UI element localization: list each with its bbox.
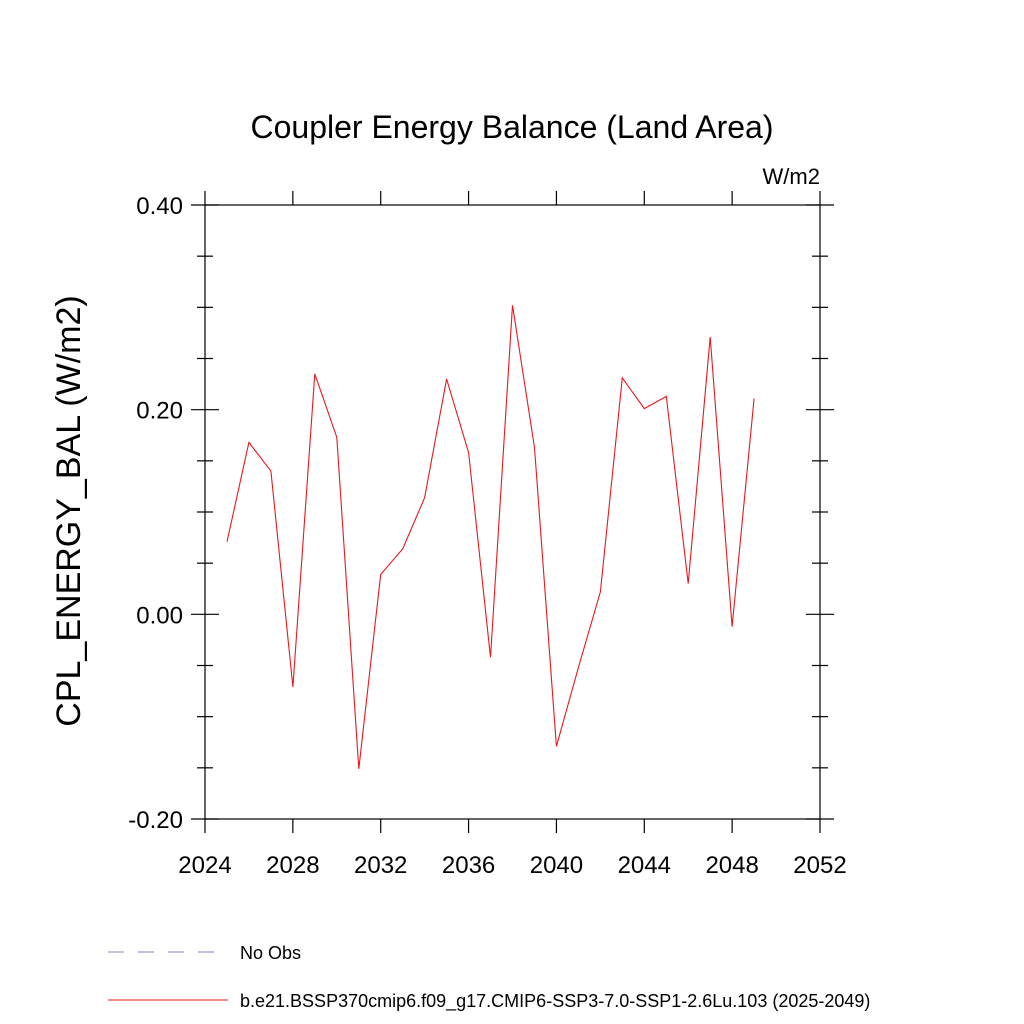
- chart-title: Coupler Energy Balance (Land Area): [251, 109, 774, 145]
- axis-ticks: [191, 191, 834, 833]
- x-tick-label: 2052: [793, 852, 846, 879]
- x-tick-label: 2044: [618, 852, 671, 879]
- x-tick-label: 2040: [530, 852, 583, 879]
- units-label: W/m2: [763, 164, 820, 189]
- legend: No Obs b.e21.BSSP370cmip6.f09_g17.CMIP6-…: [108, 943, 870, 1012]
- x-tick-label: 2048: [705, 852, 758, 879]
- series-line: [226, 305, 755, 769]
- series-layer: [226, 305, 755, 769]
- y-axis-label: CPL_ENERGY_BAL (W/m2): [50, 295, 88, 726]
- y-tick-label: 0.40: [136, 193, 183, 220]
- x-tick-label: 2028: [266, 852, 319, 879]
- legend-label-series: b.e21.BSSP370cmip6.f09_g17.CMIP6-SSP3-7.…: [240, 991, 870, 1012]
- axis-tick-labels: 2024 2028 2032 2036 2040 2044 2048 2052 -0.20 0.0…: [128, 193, 846, 879]
- plot-frame: [204, 204, 821, 820]
- y-tick-label: -0.20: [128, 807, 183, 834]
- x-tick-label: 2036: [442, 852, 495, 879]
- y-tick-label: 0.20: [136, 398, 183, 425]
- x-tick-label: 2032: [354, 852, 407, 879]
- y-tick-label: 0.00: [136, 602, 183, 629]
- legend-label-no-obs: No Obs: [240, 943, 301, 963]
- x-tick-label: 2024: [178, 852, 231, 879]
